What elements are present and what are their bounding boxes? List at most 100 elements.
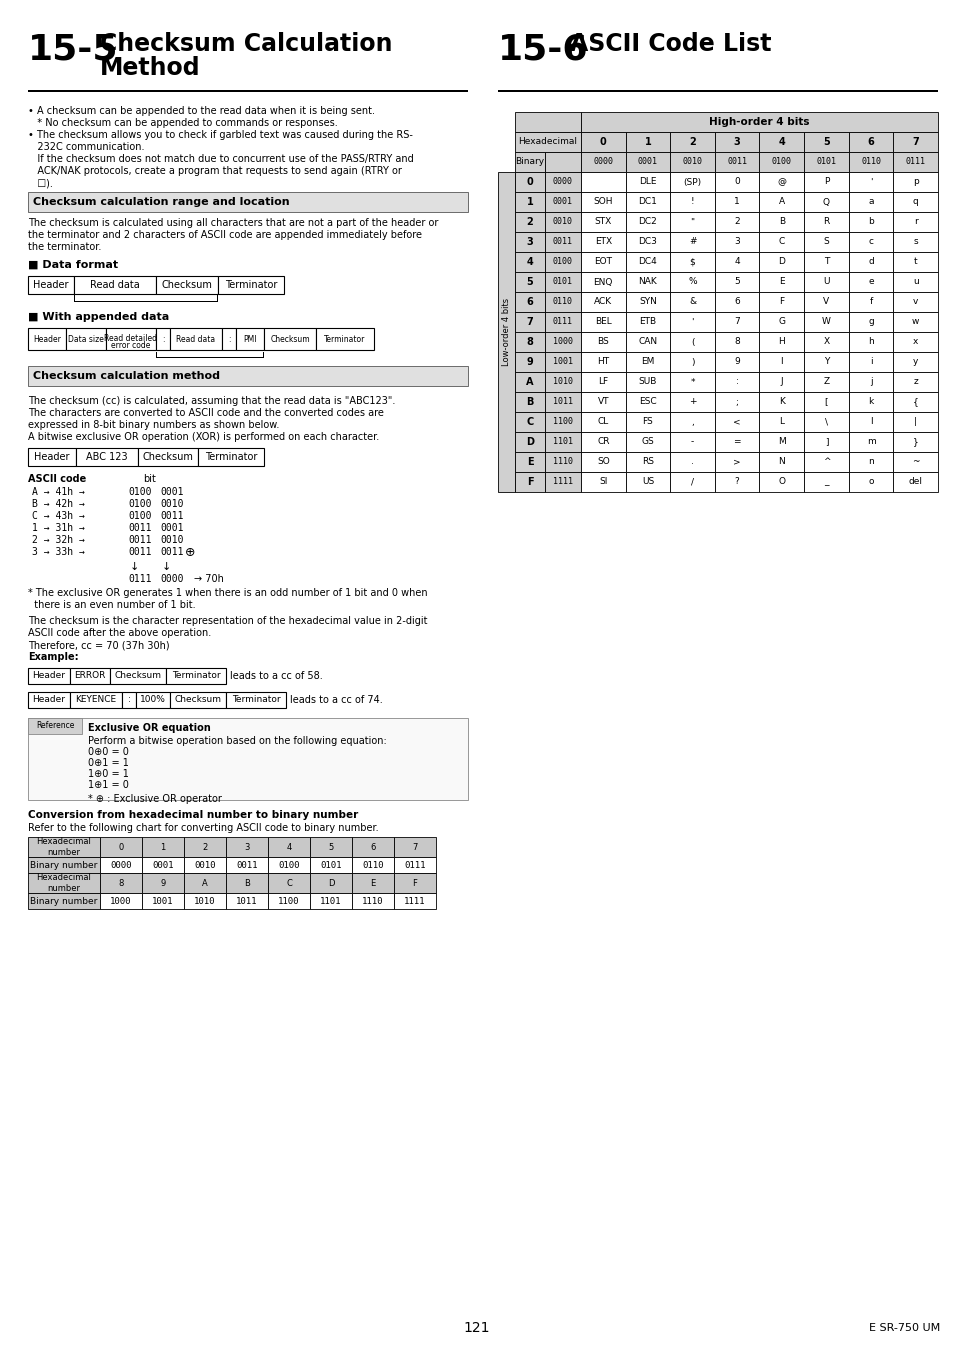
Text: u: u [912, 278, 918, 286]
Bar [892, 171, 937, 192]
Text: :: : [228, 335, 230, 343]
Bar [714, 212, 759, 232]
Bar [803, 212, 848, 232]
Bar [515, 352, 544, 373]
Text: If the checksum does not match due to concurrent use of the PASS/RTRY and: If the checksum does not match due to co… [28, 154, 414, 163]
Bar [892, 332, 937, 352]
Bar [544, 332, 580, 352]
Bar [803, 312, 848, 332]
Text: 0100: 0100 [128, 487, 152, 497]
Bar [714, 332, 759, 352]
Text: (SP): (SP) [682, 177, 700, 186]
Text: 0111: 0111 [128, 574, 152, 585]
Text: 0011: 0011 [726, 158, 746, 166]
Text: L: L [779, 417, 783, 427]
Bar [156, 275, 218, 294]
Bar [848, 352, 892, 373]
Text: 1 → 31h →: 1 → 31h → [32, 522, 85, 533]
Bar [759, 292, 803, 312]
Text: 1101: 1101 [553, 437, 573, 447]
Text: Z: Z [822, 378, 828, 386]
Text: 0: 0 [734, 177, 740, 186]
Bar [892, 132, 937, 153]
Text: R: R [822, 217, 829, 227]
Bar [625, 292, 670, 312]
Bar [352, 857, 394, 873]
Text: ': ' [691, 317, 693, 327]
Text: 1⊕0 = 1: 1⊕0 = 1 [88, 769, 129, 779]
Bar [100, 892, 142, 909]
Bar [580, 412, 625, 432]
Bar [544, 312, 580, 332]
Text: Hexadecimal
number: Hexadecimal number [36, 837, 91, 857]
Bar [580, 352, 625, 373]
Bar [544, 171, 580, 192]
Bar [670, 192, 714, 212]
Text: ;: ; [735, 397, 738, 406]
Bar [264, 328, 315, 350]
Text: B: B [526, 397, 533, 406]
Text: ETB: ETB [639, 317, 656, 327]
Bar [892, 452, 937, 472]
Bar [263, 352, 264, 358]
Text: 0010: 0010 [160, 500, 183, 509]
Bar [76, 448, 138, 466]
Bar [28, 892, 100, 909]
Bar [136, 693, 170, 707]
Text: Perform a bitwise operation based on the following equation:: Perform a bitwise operation based on the… [88, 736, 386, 747]
Bar [714, 432, 759, 452]
Text: 7: 7 [412, 842, 417, 852]
Bar [310, 857, 352, 873]
Bar [515, 271, 544, 292]
Text: v: v [912, 297, 918, 306]
Bar [670, 452, 714, 472]
Bar [892, 373, 937, 391]
Text: 0: 0 [599, 136, 606, 147]
Text: /: / [690, 478, 694, 486]
Bar [848, 412, 892, 432]
Bar [714, 171, 759, 192]
Text: |: | [913, 417, 916, 427]
Text: Binary number: Binary number [30, 860, 97, 869]
Text: a: a [867, 197, 873, 207]
Bar [759, 212, 803, 232]
Text: DC4: DC4 [638, 258, 657, 266]
Text: =: = [733, 437, 740, 447]
Text: 0011: 0011 [160, 512, 183, 521]
Text: GS: GS [640, 437, 654, 447]
Bar [803, 153, 848, 171]
Bar [759, 132, 803, 153]
Bar [670, 412, 714, 432]
Text: 1101: 1101 [320, 896, 341, 906]
Text: F: F [526, 477, 533, 487]
Text: the terminator.: the terminator. [28, 242, 101, 252]
Text: g: g [867, 317, 873, 327]
Bar [714, 153, 759, 171]
Text: 1100: 1100 [278, 896, 299, 906]
Text: ■ With appended data: ■ With appended data [28, 312, 169, 323]
Text: 1011: 1011 [553, 397, 573, 406]
Text: STX: STX [594, 217, 611, 227]
Bar [803, 232, 848, 252]
Text: leads to a cc of 74.: leads to a cc of 74. [290, 695, 382, 705]
Bar [100, 837, 142, 857]
Bar [714, 312, 759, 332]
Text: 9: 9 [526, 356, 533, 367]
Bar [515, 171, 544, 192]
Text: 0100: 0100 [128, 512, 152, 521]
Bar [352, 837, 394, 857]
Text: 5: 5 [328, 842, 334, 852]
Text: HT: HT [597, 358, 609, 366]
Text: E SR-750 UM: E SR-750 UM [868, 1323, 939, 1332]
Text: A: A [778, 197, 784, 207]
Text: Data size: Data size [68, 335, 104, 343]
Text: f: f [868, 297, 872, 306]
Text: 1: 1 [160, 842, 166, 852]
Bar [310, 837, 352, 857]
Text: 0100: 0100 [278, 860, 299, 869]
Bar [28, 718, 468, 801]
Bar [580, 232, 625, 252]
Bar [848, 232, 892, 252]
Bar [515, 392, 544, 412]
Text: • A checksum can be appended to the read data when it is being sent.: • A checksum can be appended to the read… [28, 107, 375, 116]
